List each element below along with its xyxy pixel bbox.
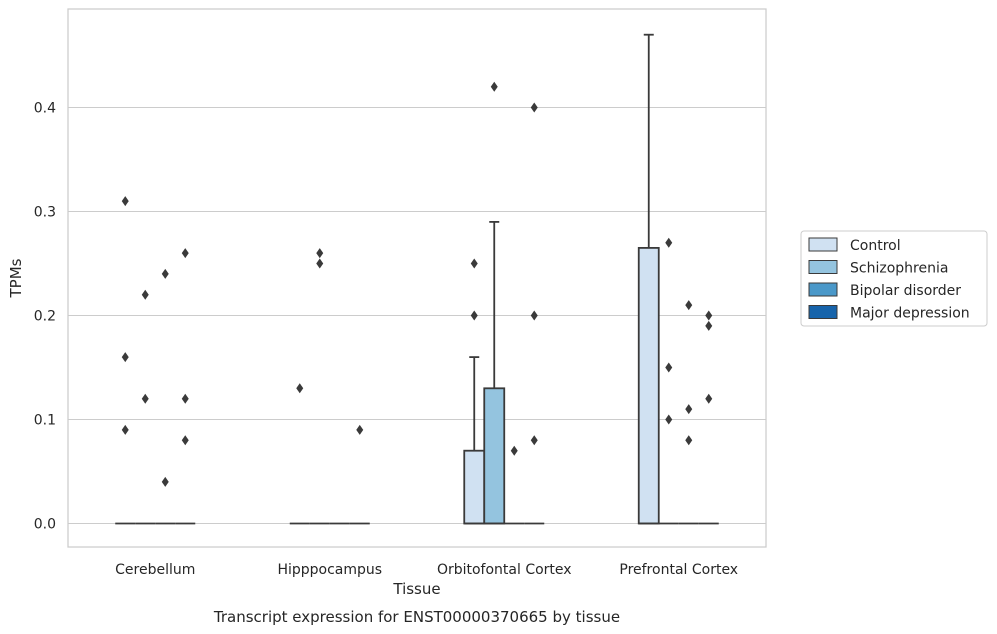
outlier-point bbox=[121, 352, 129, 363]
outlier-point bbox=[530, 310, 538, 321]
box bbox=[483, 387, 506, 525]
outlier-point bbox=[470, 258, 478, 269]
outlier-point bbox=[181, 435, 189, 446]
outlier-point bbox=[316, 258, 324, 269]
chart-caption: Transcript expression for ENST0000037066… bbox=[213, 608, 620, 626]
y-tick-label: 0.3 bbox=[34, 205, 56, 221]
box-group bbox=[289, 248, 370, 525]
box-groups bbox=[115, 33, 719, 525]
x-axis-label: Tissue bbox=[392, 580, 440, 598]
grid-lines bbox=[68, 106, 766, 525]
outlier-point bbox=[181, 393, 189, 404]
outlier-point bbox=[705, 310, 713, 321]
outlier-point bbox=[161, 268, 169, 279]
outlier-point bbox=[296, 383, 304, 394]
outlier-point bbox=[121, 196, 129, 207]
outlier-point bbox=[356, 424, 364, 435]
box-group bbox=[463, 81, 545, 525]
outlier-point bbox=[685, 300, 693, 311]
outlier-point bbox=[665, 414, 673, 425]
outlier-point bbox=[685, 404, 693, 415]
box-group bbox=[637, 33, 719, 525]
plot-frame bbox=[67, 8, 767, 548]
legend: Control Schizophrenia Bipolar disorder Majo… bbox=[800, 230, 988, 327]
x-tick-label: Prefrontal Cortex bbox=[619, 562, 738, 578]
outlier-point bbox=[705, 393, 713, 404]
outlier-point bbox=[141, 289, 149, 300]
outlier-point bbox=[665, 237, 673, 248]
legend-label: Bipolar disorder bbox=[850, 283, 961, 299]
outlier-point bbox=[530, 435, 538, 446]
x-axis: Cerebellum Hipppocampus Orbitofontal Corte… bbox=[115, 562, 738, 578]
outlier-point bbox=[665, 362, 673, 373]
box bbox=[637, 246, 660, 525]
legend-label: Control bbox=[850, 238, 901, 254]
legend-swatch bbox=[808, 282, 838, 297]
y-tick-label: 0.0 bbox=[34, 517, 56, 533]
legend-label: Schizophrenia bbox=[850, 261, 948, 277]
x-tick-label: Hipppocampus bbox=[277, 562, 382, 578]
legend-swatch bbox=[808, 237, 838, 252]
y-tick-label: 0.2 bbox=[34, 309, 56, 325]
legend-swatch bbox=[808, 305, 838, 319]
outlier-point bbox=[530, 102, 538, 113]
legend-label: Major depression bbox=[850, 306, 970, 322]
y-axis: 0.0 0.1 0.2 0.3 0.4 bbox=[34, 101, 56, 533]
legend-swatch bbox=[808, 260, 838, 274]
outlier-point bbox=[161, 476, 169, 487]
x-tick-label: Orbitofontal Cortex bbox=[437, 562, 572, 578]
outlier-point bbox=[316, 248, 324, 259]
y-axis-label: TPMs bbox=[7, 258, 25, 298]
y-tick-label: 0.1 bbox=[34, 413, 56, 429]
outlier-point bbox=[685, 435, 693, 446]
outlier-point bbox=[470, 310, 478, 321]
outlier-point bbox=[705, 320, 713, 331]
outlier-point bbox=[181, 248, 189, 259]
y-tick-label: 0.4 bbox=[34, 101, 56, 117]
x-tick-label: Cerebellum bbox=[115, 562, 195, 578]
outlier-point bbox=[121, 424, 129, 435]
box bbox=[463, 449, 486, 525]
box-group bbox=[115, 196, 196, 525]
outlier-point bbox=[510, 445, 518, 456]
outlier-point bbox=[141, 393, 149, 404]
legend-frame bbox=[800, 230, 988, 327]
outlier-point bbox=[490, 81, 498, 92]
